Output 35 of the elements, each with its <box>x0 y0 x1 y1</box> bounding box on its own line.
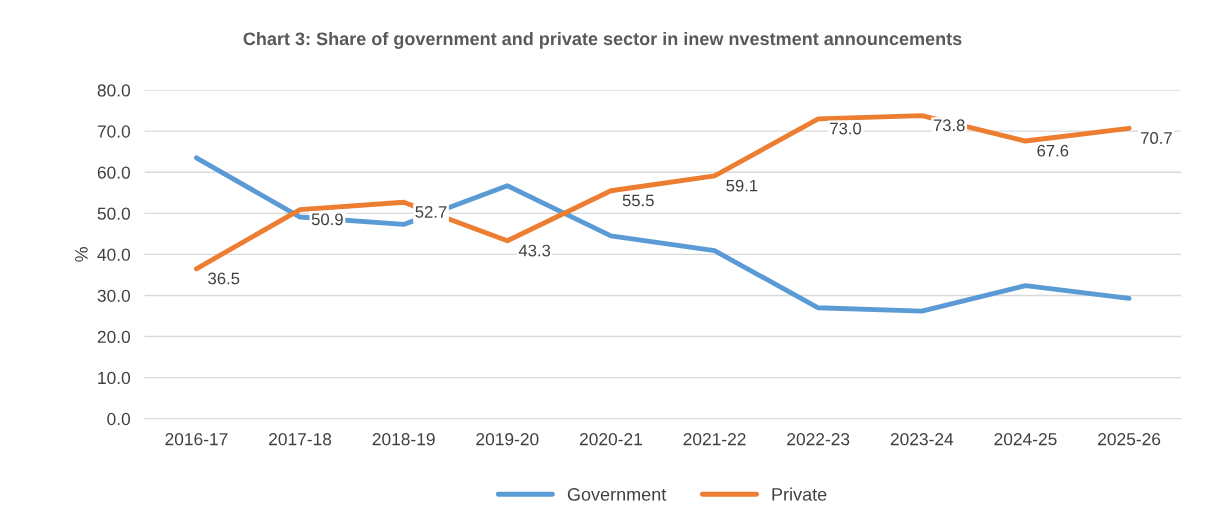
x-tick-label: 2021-22 <box>683 433 746 446</box>
y-tick-label: 30.0 <box>97 289 131 302</box>
y-tick-label: 80.0 <box>97 84 131 97</box>
data-label: 70.7 <box>1141 132 1172 144</box>
x-tick-label: 2018-19 <box>372 433 435 446</box>
x-tick-label: 2016-17 <box>165 433 228 446</box>
legend-label: Government <box>567 488 667 501</box>
x-tick-label: 2023-24 <box>890 433 954 446</box>
data-label: 52.7 <box>415 206 447 218</box>
chart-title: Chart 3: Share of government and private sector in inew nvestment announcements <box>243 31 962 49</box>
data-label: 36.5 <box>208 272 240 285</box>
line-series <box>193 113 1132 272</box>
y-tick-label: 0.0 <box>107 412 131 426</box>
x-tick-label: 2022-23 <box>787 433 850 446</box>
y-tick-label: 40.0 <box>97 248 131 261</box>
y-axis-title: % <box>75 247 88 262</box>
y-tick-label: 70.0 <box>97 125 131 138</box>
y-tick-label: 60.0 <box>97 166 131 179</box>
x-tick-label: 2017-18 <box>269 433 332 446</box>
data-label: 67.6 <box>1037 144 1069 157</box>
y-tick-label: 20.0 <box>97 330 131 344</box>
data-label: 50.9 <box>311 213 343 226</box>
y-tick-label: 50.0 <box>97 207 131 220</box>
line-series <box>193 155 1132 314</box>
legend-label: Private <box>772 487 827 501</box>
data-label: 59.1 <box>726 179 758 192</box>
data-label: 55.5 <box>622 194 654 207</box>
data-label: 73.0 <box>830 122 862 135</box>
x-tick-label: 2025-26 <box>1098 433 1161 446</box>
data-label: 73.8 <box>933 119 965 132</box>
y-tick-label: 10.0 <box>98 371 131 385</box>
data-label: 43.3 <box>518 244 551 257</box>
x-tick-label: 2024-25 <box>994 433 1057 446</box>
x-tick-label: 2020-21 <box>579 433 642 446</box>
x-tick-label: 2019-20 <box>476 433 539 446</box>
